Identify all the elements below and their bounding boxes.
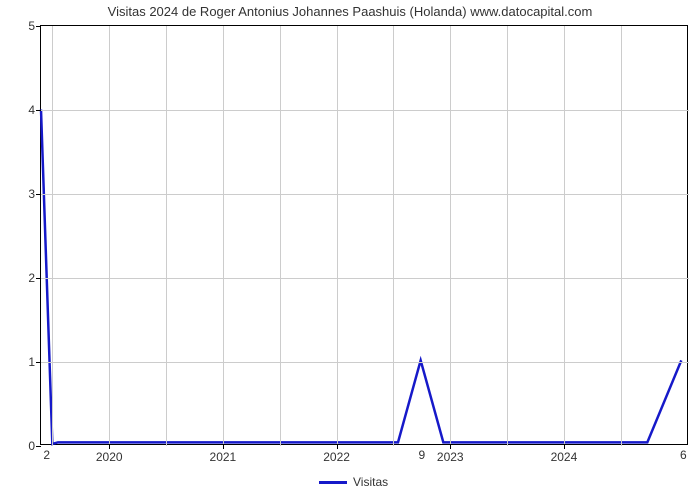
x-tick-mark (450, 444, 451, 449)
data-marker-label: 9 (418, 448, 425, 462)
x-tick-mark (223, 444, 224, 449)
x-tick-mark (337, 444, 338, 449)
legend: Visitas (319, 475, 388, 489)
gridline-h (41, 194, 689, 195)
gridline-v (166, 26, 167, 446)
x-tick-label: 2020 (96, 450, 123, 464)
gridline-v (223, 26, 224, 446)
gridline-h (41, 278, 689, 279)
y-tick-label: 1 (28, 355, 35, 369)
gridline-v (337, 26, 338, 446)
y-tick-label: 5 (28, 19, 35, 33)
legend-swatch (319, 481, 347, 484)
gridline-v (52, 26, 53, 446)
x-tick-label: 2022 (323, 450, 350, 464)
gridline-v (564, 26, 565, 446)
y-tick-mark (36, 110, 41, 111)
x-tick-label: 2023 (437, 450, 464, 464)
gridline-v (280, 26, 281, 446)
gridline-v (109, 26, 110, 446)
x-tick-mark (564, 444, 565, 449)
chart-title: Visitas 2024 de Roger Antonius Johannes … (0, 4, 700, 19)
data-marker-label: 6 (680, 448, 687, 462)
x-tick-label: 2024 (551, 450, 578, 464)
data-marker-label: 2 (43, 448, 50, 462)
gridline-v (507, 26, 508, 446)
y-tick-mark (36, 278, 41, 279)
chart-container: Visitas 2024 de Roger Antonius Johannes … (0, 0, 700, 500)
y-tick-label: 2 (28, 271, 35, 285)
x-tick-label: 2021 (210, 450, 237, 464)
gridline-v (393, 26, 394, 446)
y-tick-mark (36, 194, 41, 195)
gridline-h (41, 362, 689, 363)
y-tick-mark (36, 446, 41, 447)
plot-area: 01234520202021202220232024296 (40, 25, 688, 445)
legend-label: Visitas (353, 475, 388, 489)
y-tick-mark (36, 26, 41, 27)
y-tick-label: 4 (28, 103, 35, 117)
x-tick-mark (109, 444, 110, 449)
gridline-h (41, 110, 689, 111)
gridline-v (450, 26, 451, 446)
data-line (41, 26, 687, 444)
y-tick-label: 3 (28, 187, 35, 201)
y-tick-label: 0 (28, 439, 35, 453)
y-tick-mark (36, 362, 41, 363)
gridline-v (621, 26, 622, 446)
